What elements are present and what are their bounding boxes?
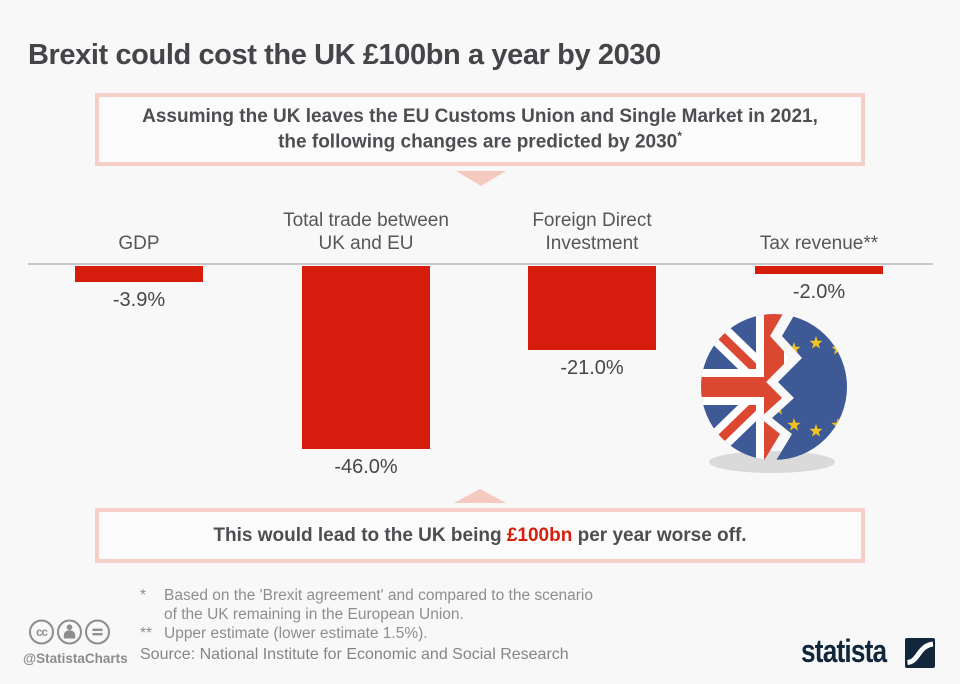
- attribution-icon: [57, 619, 82, 645]
- category-label-fdi: Foreign Direct Investment: [532, 210, 652, 254]
- value-label: -2.0%: [792, 281, 846, 303]
- bar-column-tax: -2.0%: [755, 266, 883, 304]
- bar-column-gdp: -3.9%: [75, 266, 203, 312]
- assumption-line2: the following changes are predicted by 2…: [278, 129, 682, 153]
- bar: [75, 266, 203, 282]
- footnote-1: * Based on the 'Brexit agreement' and co…: [140, 587, 593, 623]
- assumption-line1: Assuming the UK leaves the EU Customs Un…: [142, 106, 818, 128]
- svg-text:cc: cc: [36, 627, 48, 639]
- conclusion-box: This would lead to the UK being £100bn p…: [95, 508, 865, 563]
- bar: [302, 266, 430, 449]
- statista-logo-icon: [905, 638, 935, 673]
- category-label-trade: Total trade between UK and EU: [283, 210, 449, 254]
- bar: [755, 266, 883, 274]
- cc-icon: [29, 619, 54, 645]
- conclusion-highlight: £100bn: [506, 524, 573, 546]
- no-derivatives-icon: [85, 619, 110, 645]
- bar-column-trade: -46.0%: [302, 266, 430, 479]
- assumption-box: Assuming the UK leaves the EU Customs Un…: [95, 93, 865, 166]
- footnotes: * Based on the 'Brexit agreement' and co…: [140, 586, 593, 643]
- statista-charts-handle: @StatistaCharts: [23, 651, 128, 666]
- license-icons: cc: [28, 619, 114, 651]
- value-label: -46.0%: [334, 456, 398, 478]
- bar: [528, 266, 656, 350]
- arrow-down-icon: [456, 171, 506, 186]
- value-label: -21.0%: [560, 357, 624, 379]
- category-label-tax: Tax revenue**: [759, 232, 879, 254]
- conclusion-prefix: This would lead to the UK being: [213, 524, 507, 546]
- arrow-up-icon: [454, 489, 506, 503]
- conclusion-suffix: per year worse off.: [572, 524, 747, 546]
- footnote-marker: *: [677, 129, 682, 144]
- source-line: Source: National Institute for Economic …: [140, 646, 569, 663]
- broken-uk-eu-flag-icon: [696, 312, 852, 479]
- footnote-2: ** Upper estimate (lower estimate 1.5%).: [140, 625, 428, 642]
- bar-column-fdi: -21.0%: [528, 266, 656, 380]
- value-label: -3.9%: [112, 289, 166, 311]
- zero-baseline: [28, 263, 933, 265]
- category-label-gdp: GDP: [118, 232, 160, 254]
- statista-wordmark: statista: [801, 633, 887, 669]
- page-title: Brexit could cost the UK £100bn a year b…: [28, 39, 661, 72]
